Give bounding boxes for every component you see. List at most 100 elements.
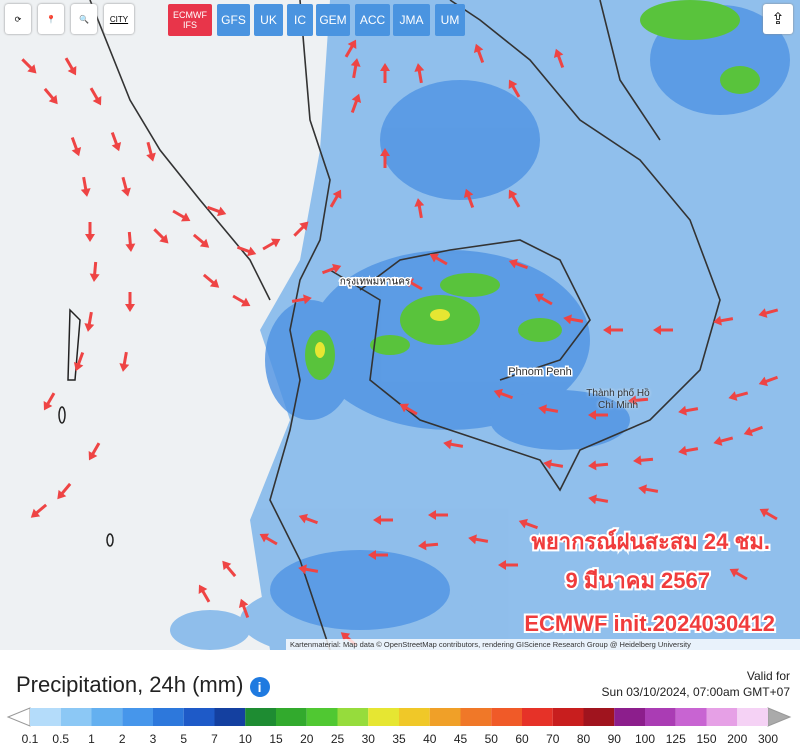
wind-arrow bbox=[73, 351, 85, 372]
wind-arrow bbox=[146, 141, 156, 162]
legend-swatch bbox=[675, 708, 707, 726]
legend-swatch bbox=[60, 708, 92, 726]
wind-arrow bbox=[125, 292, 135, 312]
arrow-head bbox=[678, 445, 687, 456]
legend-label: 80 bbox=[577, 732, 591, 746]
wind-arrow bbox=[344, 39, 357, 58]
legend-label: 40 bbox=[423, 732, 437, 746]
arrow-shaft bbox=[321, 266, 337, 275]
arrow-head bbox=[121, 187, 131, 197]
legend-swatch bbox=[552, 708, 584, 726]
wind-arrow bbox=[291, 294, 312, 305]
zoom-button[interactable]: 🔍 bbox=[71, 4, 97, 34]
overlay-text: พยากรณ์ฝนสะสม 24 ชม. 9 มีนาคม 2567 ECMWF… bbox=[522, 527, 777, 638]
wind-arrow bbox=[293, 221, 309, 237]
wind-arrow bbox=[192, 233, 210, 248]
arrow-head bbox=[414, 63, 425, 72]
arrow-shaft bbox=[90, 442, 101, 456]
arrow-head bbox=[443, 439, 452, 450]
arrow-head bbox=[373, 515, 381, 525]
model-tab[interactable]: UM bbox=[435, 4, 465, 36]
wind-arrow bbox=[713, 315, 734, 326]
wind-arrow bbox=[259, 533, 278, 546]
wind-arrow bbox=[638, 484, 659, 495]
wind-arrow bbox=[30, 503, 48, 518]
wind-arrow bbox=[329, 189, 342, 208]
arrow-shaft bbox=[523, 521, 539, 530]
arrow-head bbox=[729, 568, 740, 578]
legend-swatch bbox=[122, 708, 153, 726]
arrow-shaft bbox=[553, 537, 569, 543]
arrow-head bbox=[678, 405, 687, 416]
wind-arrow bbox=[678, 445, 699, 456]
arrow-shaft bbox=[127, 231, 133, 247]
arrow-shaft bbox=[82, 176, 88, 192]
model-tab[interactable]: GFS bbox=[217, 4, 250, 36]
arrow-head bbox=[240, 297, 251, 307]
wind-arrow bbox=[563, 314, 584, 325]
arrow-shaft bbox=[92, 261, 98, 277]
wind-arrow bbox=[89, 261, 100, 282]
valid-info: Valid for Sun 03/10/2024, 07:00am GMT+07 bbox=[602, 668, 790, 700]
wind-arrow bbox=[404, 278, 423, 291]
legend-swatch bbox=[368, 708, 399, 726]
arrow-shaft bbox=[34, 503, 48, 516]
arrow-shaft bbox=[45, 392, 56, 406]
model-tab[interactable]: JMA bbox=[393, 4, 430, 36]
wind-arrow bbox=[399, 403, 418, 416]
arrow-head bbox=[238, 598, 249, 608]
arrow-head bbox=[508, 189, 518, 200]
model-tab[interactable]: IC bbox=[287, 4, 313, 36]
arrow-shaft bbox=[498, 391, 514, 400]
location-button[interactable]: 📍 bbox=[38, 4, 64, 34]
wind-arrow bbox=[588, 460, 609, 471]
arrow-shaft bbox=[734, 570, 748, 581]
arrow-shaft bbox=[548, 462, 564, 468]
wind-arrow bbox=[350, 93, 362, 114]
arrow-head bbox=[222, 560, 232, 571]
arrow-shaft bbox=[718, 436, 734, 444]
wind-arrow bbox=[553, 48, 565, 69]
arrow-shaft bbox=[593, 497, 609, 503]
legend-swatch bbox=[153, 708, 184, 726]
model-tab[interactable]: GEM bbox=[316, 4, 350, 36]
model-tab[interactable]: UK bbox=[254, 4, 283, 36]
wind-arrow bbox=[473, 43, 485, 64]
city-button[interactable]: CITY bbox=[104, 4, 134, 34]
arrow-head bbox=[404, 278, 415, 288]
arrow-head bbox=[603, 325, 611, 335]
wind-arrow bbox=[172, 209, 191, 222]
arrow-shaft bbox=[172, 209, 186, 220]
arrow-shaft bbox=[76, 351, 85, 367]
model-tab[interactable]: ACC bbox=[355, 4, 390, 36]
wind-arrow bbox=[498, 560, 518, 570]
legend-label: 50 bbox=[485, 732, 499, 746]
attribution-bg bbox=[286, 639, 800, 650]
model-tab[interactable]: ECMWF IFS bbox=[168, 4, 212, 36]
arrow-head bbox=[758, 376, 768, 387]
wind-arrow bbox=[414, 198, 425, 219]
legend-label: 35 bbox=[392, 732, 406, 746]
arrow-head bbox=[563, 314, 572, 325]
arrow-head bbox=[199, 238, 210, 248]
arrow-head bbox=[543, 459, 552, 470]
arrow-head bbox=[67, 65, 77, 76]
wind-arrow bbox=[80, 176, 91, 197]
wind-arrow bbox=[758, 375, 779, 387]
wind-arrow bbox=[88, 442, 101, 461]
legend-label: 0.5 bbox=[52, 732, 69, 746]
refresh-button[interactable]: ⟳ bbox=[5, 4, 31, 34]
wind-arrow bbox=[758, 308, 779, 318]
legend-label: 5 bbox=[180, 732, 187, 746]
info-icon[interactable]: i bbox=[249, 677, 270, 697]
wind-arrow bbox=[232, 294, 251, 307]
arrow-shaft bbox=[718, 317, 734, 323]
arrow-head bbox=[743, 426, 753, 437]
share-button[interactable]: ⇪ bbox=[763, 4, 793, 34]
arrow-head bbox=[57, 489, 67, 500]
wind-arrow bbox=[119, 351, 130, 372]
legend-label: 7 bbox=[211, 732, 218, 746]
place-label-box: Thành phố Hồ Chí Minh bbox=[586, 388, 649, 411]
wind-arrow bbox=[678, 405, 699, 416]
arrow-shaft bbox=[43, 87, 56, 101]
